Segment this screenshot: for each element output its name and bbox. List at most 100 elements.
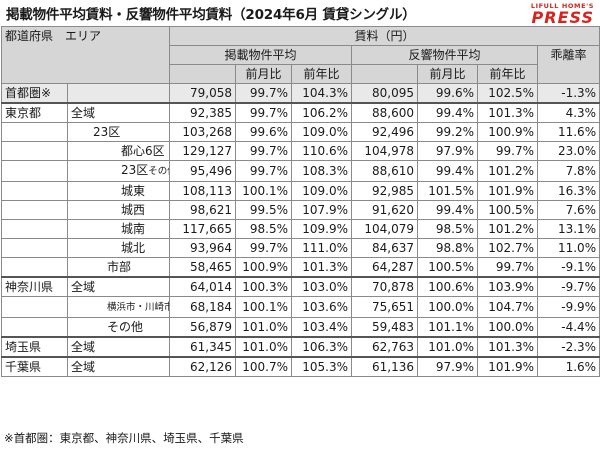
table-row: その他 56,879 101.0% 103.4% 59,483 101.1% 100.0% -… (1, 317, 600, 338)
area-cell: 城東 (66, 181, 171, 201)
r-mom-cell: 99.4% (417, 160, 479, 182)
r-yoy-cell: 102.5% (477, 83, 539, 104)
l-mom-cell: 101.0% (235, 317, 293, 338)
div-cell: 4.3% (537, 102, 600, 123)
area-header: 都道府県 エリア (0, 26, 171, 84)
div-cell: -1.3% (537, 83, 600, 104)
table-row: 首都圏※ 79,058 99.7% 104.3% 80,095 99.6% 102.5% -1… (1, 83, 600, 104)
l-mom-cell: 100.3% (235, 276, 293, 297)
area-label: 城西 (121, 203, 146, 217)
table-row: 城東 108,113 100.1% 109.0% 92,985 101.5% 101.9% 1… (1, 181, 600, 201)
l-yoy-cell: 110.6% (291, 141, 353, 161)
l-yoy-cell: 106.3% (291, 336, 353, 358)
l-yoy-cell: 108.3% (291, 160, 353, 182)
r-rent-cell: 88,610 (351, 160, 419, 182)
div-cell: 7.6% (537, 200, 600, 220)
div-cell: 16.3% (537, 181, 600, 201)
rent-header: 賃料（円） (169, 26, 600, 46)
r-yoy-cell: 100.0% (477, 317, 539, 338)
r-yoy-cell: 99.7% (477, 257, 539, 278)
r-rent-cell: 80,095 (351, 83, 419, 104)
footnote: ※首都圏：東京都、神奈川県、埼玉県、千葉県 (4, 431, 244, 445)
r-yoy-cell: 100.5% (477, 200, 539, 220)
r-mom-cell: 97.9% (417, 141, 479, 161)
area-cell: 全域 (66, 276, 171, 297)
area-sub-label: その他 (148, 166, 168, 177)
r-rent-cell: 59,483 (351, 317, 419, 338)
div-cell: -9.9% (537, 296, 600, 318)
prefecture-cell (1, 257, 68, 278)
table-row: 千葉県 全域 62,126 100.7% 105.3% 61,136 97.9% 101.9%… (1, 356, 600, 377)
r-mom-cell: 101.0% (417, 336, 479, 358)
area-cell: 城北 (66, 238, 171, 258)
response-header: 反響物件平均 (351, 45, 539, 65)
r-mom-cell: 98.5% (417, 219, 479, 239)
area-label: 全域 (71, 106, 96, 120)
l-rent-cell: 62,126 (169, 356, 237, 377)
response-mom-header: 前月比 (417, 64, 479, 84)
logo-main-text: PRESS (531, 8, 594, 27)
r-yoy-cell: 101.3% (477, 336, 539, 358)
div-cell: 1.6% (537, 356, 600, 377)
l-rent-cell: 108,113 (169, 181, 237, 201)
r-yoy-cell: 102.7% (477, 238, 539, 258)
l-rent-cell: 95,496 (169, 160, 237, 182)
l-rent-cell: 64,014 (169, 276, 237, 297)
logo-top-text: LIFULL HOME'S (530, 2, 594, 10)
listed-mom-header: 前月比 (235, 64, 293, 84)
r-yoy-cell: 101.2% (477, 219, 539, 239)
area-cell: 都心6区 (66, 141, 171, 161)
table-row: 城西 98,621 99.5% 107.9% 91,620 99.4% 100.5% 7.6% (1, 200, 600, 220)
listed-rent-subheader (169, 64, 237, 84)
area-cell (66, 83, 171, 104)
r-mom-cell: 100.5% (417, 257, 479, 278)
area-label: 城東 (121, 184, 146, 198)
l-mom-cell: 100.9% (235, 257, 293, 278)
prefecture-cell (1, 219, 68, 239)
r-rent-cell: 104,079 (351, 219, 419, 239)
area-label: 23区 (93, 125, 121, 139)
l-rent-cell: 129,127 (169, 141, 237, 161)
l-mom-cell: 99.7% (235, 83, 293, 104)
div-cell: 7.8% (537, 160, 600, 182)
r-mom-cell: 97.9% (417, 356, 479, 377)
area-cell: 全域 (66, 336, 171, 358)
l-yoy-cell: 109.0% (291, 122, 353, 142)
l-mom-cell: 98.5% (235, 219, 293, 239)
prefecture-cell (1, 160, 68, 182)
area-label: 城南 (121, 222, 146, 236)
r-rent-cell: 91,620 (351, 200, 419, 220)
response-yoy-header: 前年比 (477, 64, 539, 84)
response-rent-subheader (351, 64, 419, 84)
table-row: 東京都 全域 92,385 99.7% 106.2% 88,600 99.4% 101.3% 4… (1, 102, 600, 123)
r-mom-cell: 100.6% (417, 276, 479, 297)
table-row: 23区その他95,49699.7%108.3%88,61099.4%101.2%… (1, 160, 600, 182)
l-yoy-cell: 106.2% (291, 102, 353, 123)
l-mom-cell: 101.0% (235, 336, 293, 358)
area-cell: 横浜市・川崎市 (66, 296, 171, 318)
l-yoy-cell: 103.4% (291, 317, 353, 338)
l-mom-cell: 99.7% (235, 238, 293, 258)
prefecture-cell (1, 317, 68, 338)
div-cell: 11.0% (537, 238, 600, 258)
r-yoy-cell: 101.9% (477, 356, 539, 377)
l-rent-cell: 68,184 (169, 296, 237, 318)
div-cell: -9.7% (537, 276, 600, 297)
l-yoy-cell: 111.0% (291, 238, 353, 258)
r-yoy-cell: 103.9% (477, 276, 539, 297)
r-mom-cell: 99.4% (417, 102, 479, 123)
div-cell: 23.0% (537, 141, 600, 161)
area-label: 都心6区 (121, 144, 165, 158)
r-rent-cell: 104,978 (351, 141, 419, 161)
r-yoy-cell: 99.7% (477, 141, 539, 161)
listed-yoy-header: 前年比 (291, 64, 353, 84)
r-rent-cell: 88,600 (351, 102, 419, 123)
div-cell: -4.4% (537, 317, 600, 338)
l-rent-cell: 93,964 (169, 238, 237, 258)
r-yoy-cell: 100.9% (477, 122, 539, 142)
prefecture-cell: 神奈川県 (1, 276, 68, 297)
header-row-1: 都道府県 エリア 賃料（円） (0, 26, 600, 84)
l-mom-cell: 99.7% (235, 102, 293, 123)
area-label: 横浜市・川崎市 (107, 302, 170, 313)
rent-table: 都道府県 エリア 賃料（円） 掲載物件平均 反響物件平均 乖離率 前月比 前年比… (0, 26, 600, 377)
